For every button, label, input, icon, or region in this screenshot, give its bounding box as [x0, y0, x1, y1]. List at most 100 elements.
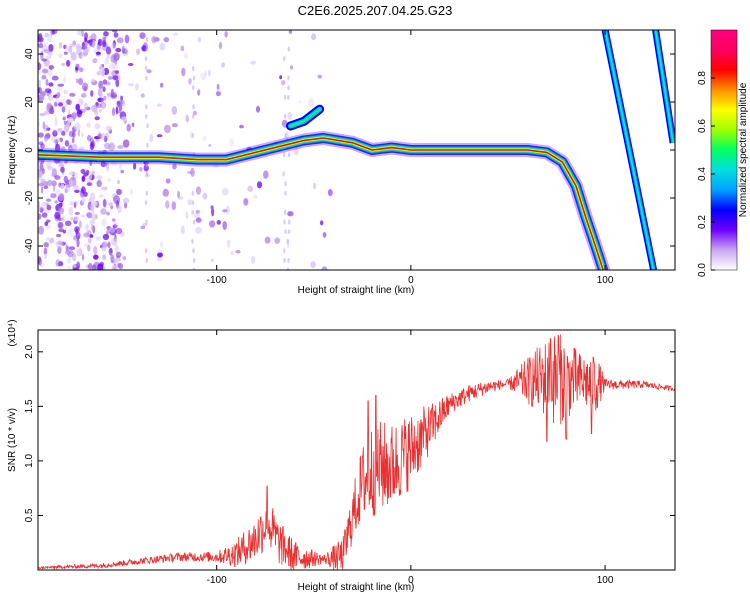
spectrogram-noise-blob — [75, 66, 78, 71]
spectrogram-noise-blob — [41, 212, 48, 218]
spectrogram-noise-blob — [102, 86, 106, 92]
spectrogram-noise-blob — [180, 225, 185, 235]
spectrogram-noise-blob — [183, 53, 188, 59]
spectrogram-noise-blob — [136, 48, 141, 56]
spectrogram-noise-blob — [46, 204, 52, 211]
spectrogram-noise-blob — [44, 110, 51, 115]
spectrogram-noise-blob — [213, 164, 219, 168]
spectrogram-noise-blob — [58, 260, 64, 266]
spectrogram-noise-blob — [83, 232, 90, 238]
spectrogram-noise-blob — [57, 246, 62, 254]
spectrogram-noise-blob — [164, 124, 171, 134]
spectrogram-noise-blob — [116, 37, 124, 44]
spectrogram-noise-blob — [122, 139, 130, 148]
spectrogram-noise-blob — [180, 45, 185, 52]
spectrogram-noise-blob — [118, 262, 124, 270]
spectrogram-noise-blob — [54, 212, 61, 220]
colorbar-ticks: 0.0 0.2 0.4 0.6 0.8 — [697, 71, 715, 277]
spectrogram-ridge-line — [38, 137, 604, 270]
spectrogram-noise-blob — [160, 82, 164, 88]
y-tick-label: -20 — [24, 190, 35, 205]
spectrogram-noise-blob — [48, 44, 54, 52]
spectrogram-noise-blob — [58, 162, 65, 168]
spectrogram-noise-blob — [117, 205, 122, 213]
spectrogram-noise-blob — [50, 237, 54, 244]
spectrogram-noise-blob — [209, 220, 216, 228]
spectrogram-noise-blob — [109, 227, 116, 233]
spectrogram-noise-blob — [224, 31, 228, 38]
spectrogram-streak-blob — [192, 85, 195, 91]
spectrogram-streak-blob — [146, 123, 149, 129]
spectrogram-noise-blob — [39, 112, 46, 117]
spectrogram-noise-blob — [188, 78, 192, 85]
spectrogram-noise-blob — [159, 43, 166, 51]
spectrogram-noise-blob — [146, 69, 152, 74]
spectrogram-noise-blob — [197, 89, 201, 96]
spectrogram-noise-blob — [98, 108, 103, 113]
spectrogram-scatter — [38, 30, 333, 270]
spectrogram-noise-blob — [149, 133, 154, 143]
spectrogram-noise-blob — [72, 131, 76, 138]
spectrogram-noise-blob — [264, 236, 271, 244]
spectrogram-noise-blob — [293, 148, 299, 156]
spectrogram-noise-blob — [84, 243, 91, 247]
spectrogram-noise-blob — [107, 241, 111, 248]
spectrogram-noise-blob — [92, 58, 98, 64]
spectrogram-noise-blob — [38, 42, 44, 49]
snr-ticks: -100 0 100 0.5 1.0 1.5 2.0 — [24, 330, 675, 586]
spectrogram-streak-blob — [145, 257, 148, 263]
spectrogram-streak-blob — [191, 200, 195, 206]
spectrogram-streak-blob — [283, 123, 287, 129]
spectrogram-noise-blob — [45, 79, 49, 86]
spectrogram-noise-blob — [121, 45, 125, 54]
spectrogram-noise-blob — [114, 244, 119, 253]
spectrogram-streak-blob — [284, 133, 287, 139]
spectrogram-noise-blob — [101, 102, 106, 110]
spectrogram-noise-blob — [110, 254, 115, 263]
spectrogram-noise-blob — [321, 266, 328, 270]
spectrogram-x-label: Height of straight line (km) — [298, 285, 415, 296]
spectrogram-noise-blob — [187, 199, 193, 206]
spectrogram-streak-blob — [145, 37, 149, 43]
spectrogram-streak-blob — [192, 171, 195, 177]
spectrogram-noise-blob — [133, 162, 137, 170]
spectrogram-noise-blob — [90, 90, 94, 97]
spectrogram-noise-blob — [62, 229, 67, 234]
spectrogram-noise-blob — [121, 116, 127, 123]
spectrogram-streak-blob — [145, 46, 148, 52]
spectrogram-noise-blob — [61, 106, 66, 113]
spectrogram-noise-blob — [87, 215, 93, 219]
spectrogram-noise-blob — [218, 42, 223, 50]
spectrogram-noise-blob — [38, 33, 43, 42]
spectrogram-noise-blob — [165, 200, 170, 209]
spectrogram-noise-blob — [45, 198, 52, 202]
spectrogram-noise-blob — [56, 233, 62, 238]
spectrogram-streak-blob — [287, 85, 290, 91]
spectrogram-noise-blob — [187, 171, 194, 174]
spectrogram-streak-blob — [192, 248, 195, 254]
spectrogram-noise-blob — [90, 223, 94, 231]
spectrogram-noise-blob — [106, 54, 111, 59]
spectrogram-noise-blob — [122, 197, 130, 204]
spectrogram-noise-blob — [126, 123, 131, 132]
spectrogram-noise-blob — [50, 193, 57, 199]
spectrogram-streak-blob — [287, 75, 290, 81]
spectrogram-noise-blob — [67, 109, 71, 116]
spectrogram-noise-blob — [74, 211, 80, 215]
spectrogram-noise-blob — [239, 124, 244, 129]
spectrogram-noise-blob — [185, 211, 189, 220]
spectrogram-streak-blob — [283, 113, 287, 119]
spectrogram-noise-blob — [130, 188, 134, 196]
spectrogram-noise-blob — [86, 122, 92, 128]
spectrogram-noise-blob — [222, 209, 228, 213]
spectrogram-noise-blob — [40, 143, 45, 149]
spectrogram-noise-blob — [208, 144, 212, 147]
spectrogram-noise-blob — [68, 179, 74, 187]
spectrogram-noise-blob — [73, 184, 80, 191]
spectrogram-streak-blob — [144, 200, 148, 206]
spectrogram-noise-blob — [100, 98, 104, 106]
spectrogram-noise-blob — [78, 146, 85, 151]
spectrogram-noise-blob — [181, 67, 186, 77]
spectrogram-noise-blob — [38, 70, 43, 74]
